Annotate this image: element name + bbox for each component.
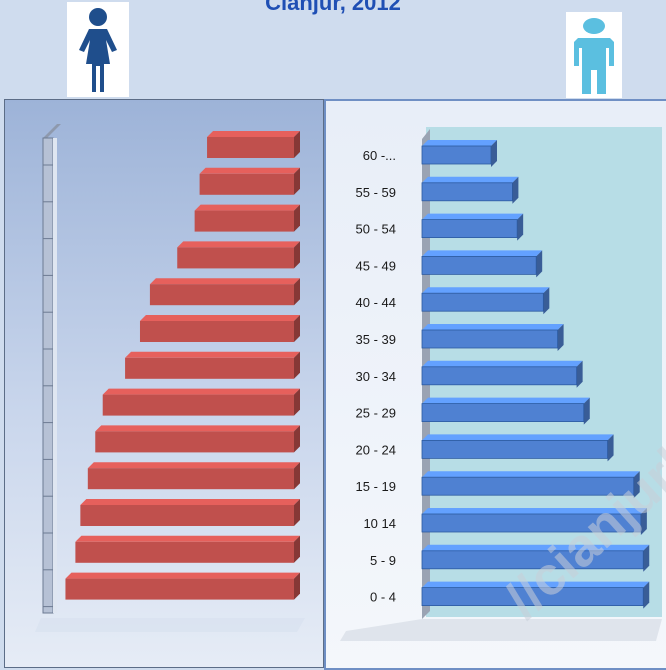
male-bar-0 — [421, 581, 650, 609]
male-category-label-6: 30 - 34 — [356, 369, 396, 384]
female-pyramid-chart — [35, 124, 305, 632]
male-bar-7 — [421, 324, 564, 351]
male-category-label-0: 0 - 4 — [370, 590, 396, 605]
female-bar-4 — [95, 425, 301, 453]
male-bar-9 — [421, 250, 543, 278]
male-category-label-3: 15 - 19 — [356, 479, 396, 494]
female-bar-1 — [75, 535, 301, 563]
male-bar-8 — [421, 287, 550, 315]
female-bar-9 — [177, 241, 300, 269]
male-category-label-9: 45 - 49 — [356, 258, 396, 273]
female-bar-7 — [139, 315, 300, 342]
male-category-label-1: 5 - 9 — [370, 553, 396, 568]
male-bar-2 — [421, 508, 647, 535]
male-category-label-10: 50 - 54 — [356, 222, 396, 237]
male-category-label-5: 25 - 29 — [356, 406, 396, 421]
male-bar-4 — [421, 434, 614, 462]
male-bar-3 — [421, 471, 640, 499]
male-category-label-8: 40 - 44 — [356, 295, 396, 310]
female-bar-0 — [65, 572, 300, 600]
male-icon-box — [566, 12, 622, 98]
male-bar-6 — [421, 360, 583, 388]
female-bar-12 — [207, 131, 300, 158]
male-bar-11 — [421, 176, 519, 204]
male-person-icon — [574, 18, 614, 94]
male-bar-1 — [421, 544, 650, 572]
male-category-label-7: 35 - 39 — [356, 332, 396, 347]
female-bar-2 — [80, 499, 300, 526]
male-category-label-4: 20 - 24 — [356, 442, 396, 457]
male-category-label-12: 60 -... — [363, 148, 396, 163]
male-bar-5 — [421, 397, 590, 425]
female-bar-3 — [87, 462, 301, 490]
female-chart-panel — [4, 99, 324, 668]
male-pyramid-chart: 0 - 4 5 - 9 10 14 15 - 19 20 - 24 25 - 29 30 -… — [340, 127, 666, 641]
female-icon-box — [67, 2, 129, 97]
chart-title: Cianjur, 2012 — [265, 0, 401, 15]
female-person-icon — [79, 8, 117, 92]
male-category-label-2: 10 14 — [363, 516, 396, 531]
male-chart-panel: 0 - 4 5 - 9 10 14 15 - 19 20 - 24 25 - 29 30 -… — [324, 99, 666, 670]
male-bar-12 — [421, 140, 497, 167]
male-category-label-11: 55 - 59 — [356, 185, 396, 200]
female-bar-6 — [125, 351, 300, 379]
female-bar-10 — [194, 204, 300, 232]
female-bar-8 — [149, 278, 300, 306]
male-bar-10 — [421, 213, 524, 241]
female-bar-5 — [102, 388, 300, 416]
female-bar-11 — [199, 167, 300, 195]
